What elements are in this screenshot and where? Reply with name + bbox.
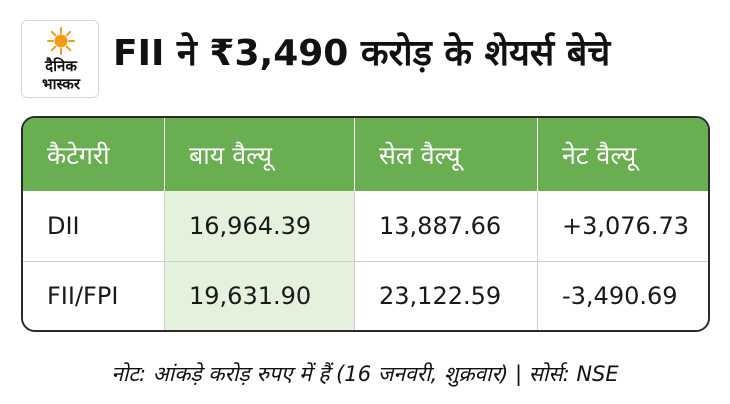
dainik-bhaskar-logo: दैनिक भास्कर xyxy=(21,20,99,98)
row-fii-category: FII/FPI xyxy=(23,260,164,330)
footnote: नोट: आंकड़े करोड़ रुपए में हैं (16 जनवरी… xyxy=(111,362,619,386)
sun-icon xyxy=(47,27,75,55)
headline: FII ने ₹3,490 करोड़ के शेयर्स बेचे xyxy=(113,33,611,74)
row-fii-buy: 19,631.90 xyxy=(164,260,354,330)
header-sell-value: सेल वैल्यू xyxy=(354,118,537,191)
row-fii-net: -3,490.69 xyxy=(537,260,708,330)
row-dii-sell: 13,887.66 xyxy=(354,191,537,261)
row-dii-category: DII xyxy=(23,191,164,261)
row-dii-buy: 16,964.39 xyxy=(164,191,354,261)
header-buy-value: बाय वैल्यू xyxy=(164,118,354,191)
logo-text-line2: भास्कर xyxy=(42,75,80,93)
market-data-table: कैटेगरी बाय वैल्यू सेल वैल्यू नेट वैल्यू… xyxy=(21,116,710,332)
row-fii-sell: 23,122.59 xyxy=(354,260,537,330)
row-dii-net: +3,076.73 xyxy=(537,191,708,261)
logo-text-line1: दैनिक xyxy=(45,57,77,75)
header-category: कैटेगरी xyxy=(23,118,164,191)
header-net-value: नेट वैल्यू xyxy=(537,118,708,191)
